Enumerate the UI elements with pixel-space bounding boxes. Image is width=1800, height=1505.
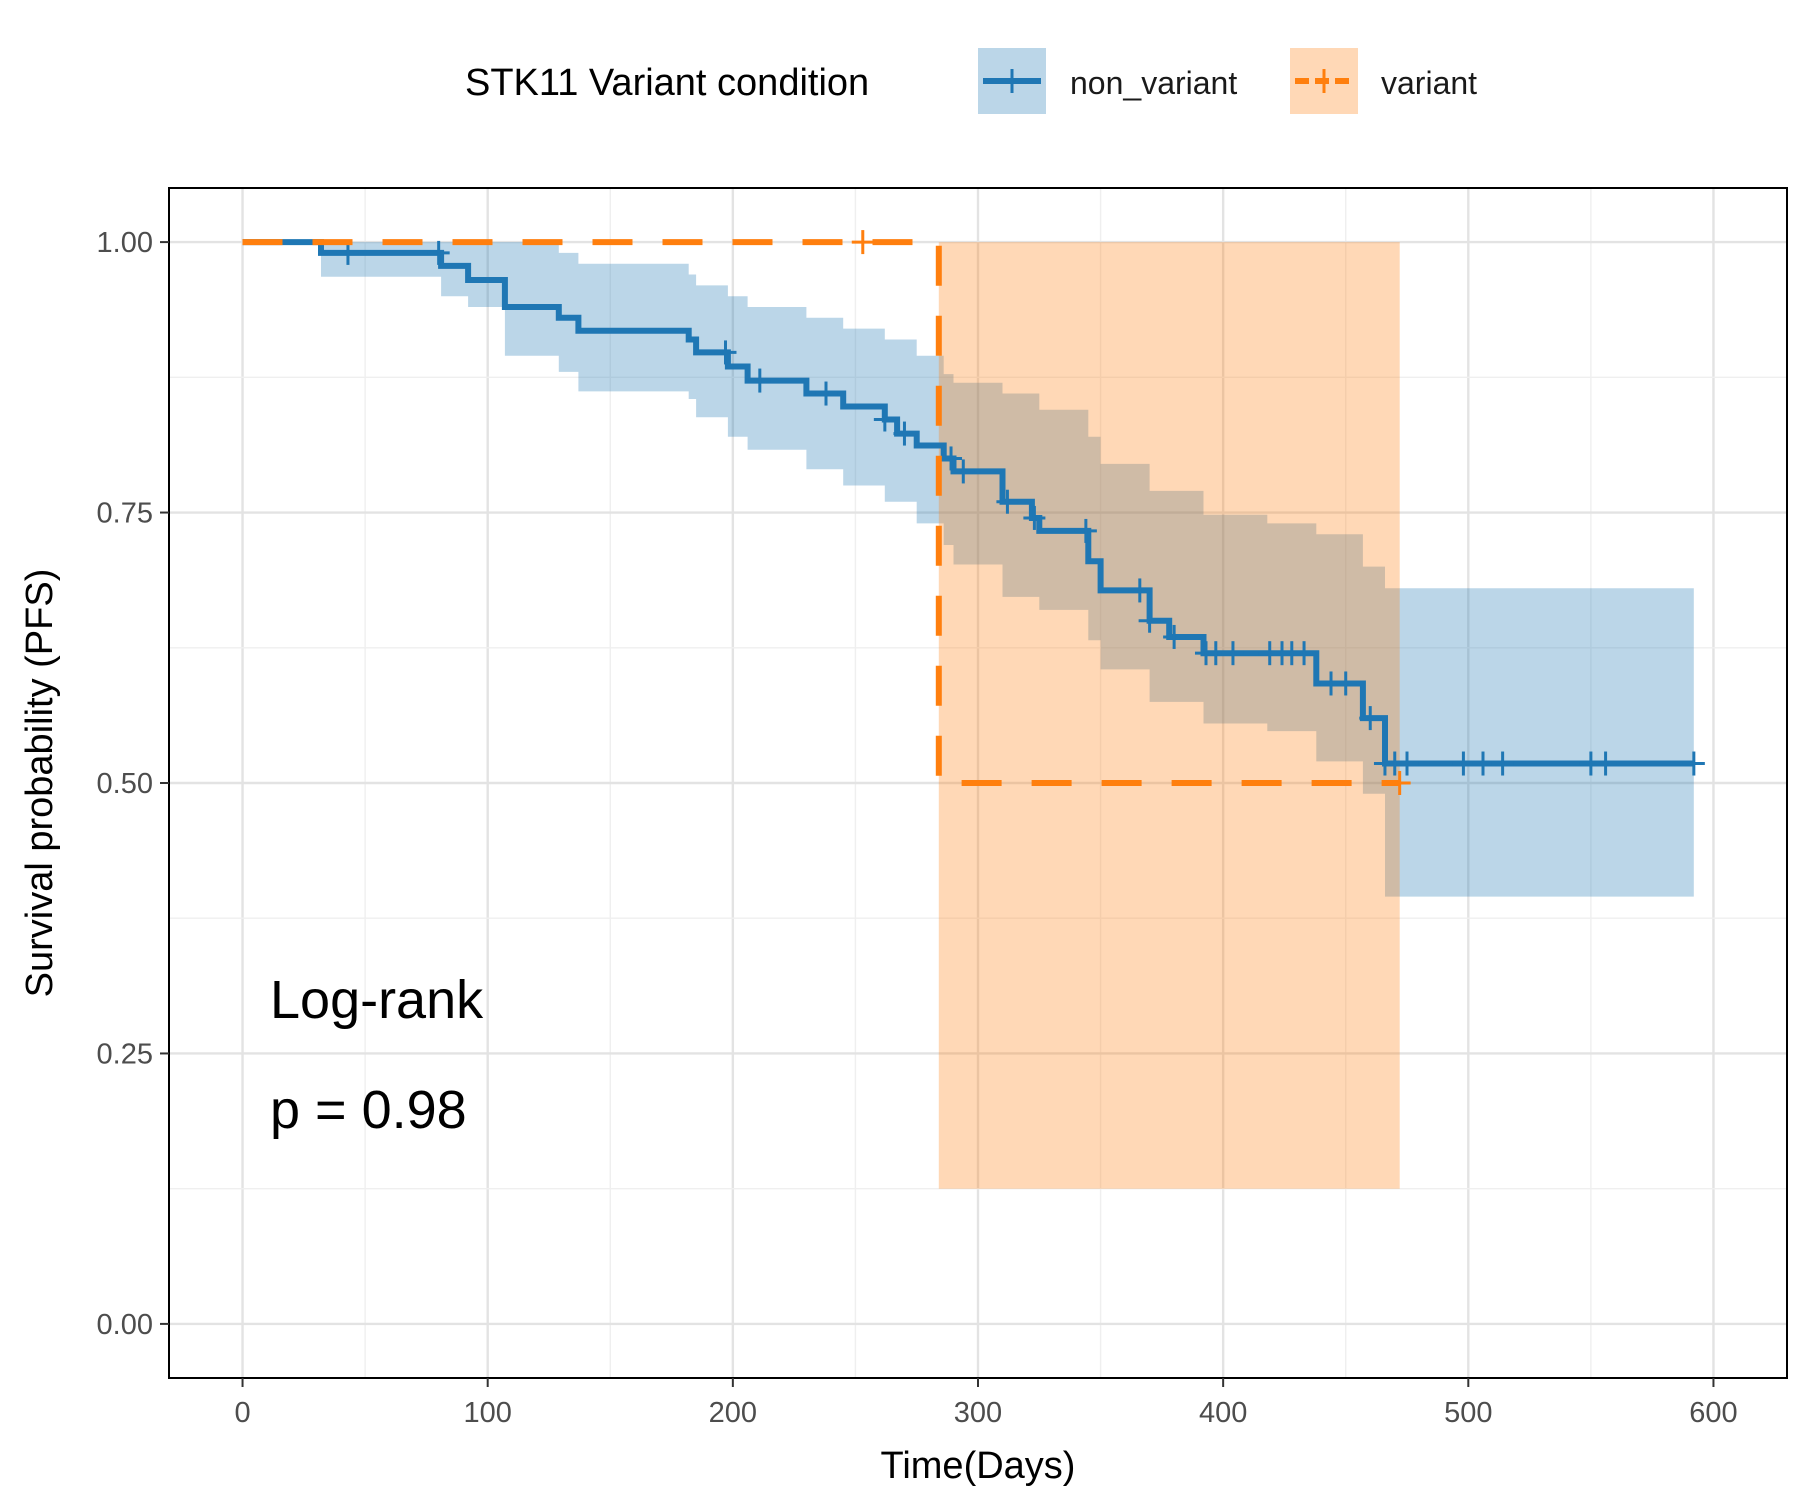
y-tick-label: 0.75: [97, 498, 153, 530]
x-tick-label: 600: [1689, 1397, 1737, 1429]
legend: STK11 Variant condition non_variant vari…: [465, 48, 1477, 114]
ci-band-variant: [938, 242, 1400, 1189]
pvalue-label: p = 0.98: [270, 1080, 467, 1140]
y-axis-title: Survival probability (PFS): [19, 569, 61, 998]
ci-band-non_variant: [242, 242, 1694, 897]
x-tick-label: 300: [954, 1397, 1002, 1429]
y-tick-label: 1.00: [97, 227, 153, 259]
x-tick-label: 0: [234, 1397, 250, 1429]
y-tick-label: 0.25: [97, 1038, 153, 1070]
legend-title: STK11 Variant condition: [465, 62, 869, 104]
legend-label-variant: variant: [1381, 65, 1477, 101]
logrank-label: Log-rank: [270, 970, 484, 1030]
legend-key-non-variant: [978, 48, 1046, 114]
x-axis-title: Time(Days): [881, 1445, 1076, 1487]
axis-ticks: 0 100 200 300 400 500 600 0.00 0.25 0.50 0.75 1.00: [97, 227, 1738, 1429]
x-tick-label: 200: [709, 1397, 757, 1429]
x-tick-label: 500: [1444, 1397, 1492, 1429]
legend-label-non-variant: non_variant: [1070, 65, 1237, 101]
y-tick-label: 0.00: [97, 1309, 153, 1341]
legend-key-variant: [1290, 48, 1358, 114]
plot-series: [242, 230, 1705, 1189]
grid: [169, 188, 1787, 1378]
x-tick-label: 400: [1199, 1397, 1247, 1429]
x-tick-label: 100: [464, 1397, 512, 1429]
y-tick-label: 0.50: [97, 768, 153, 800]
